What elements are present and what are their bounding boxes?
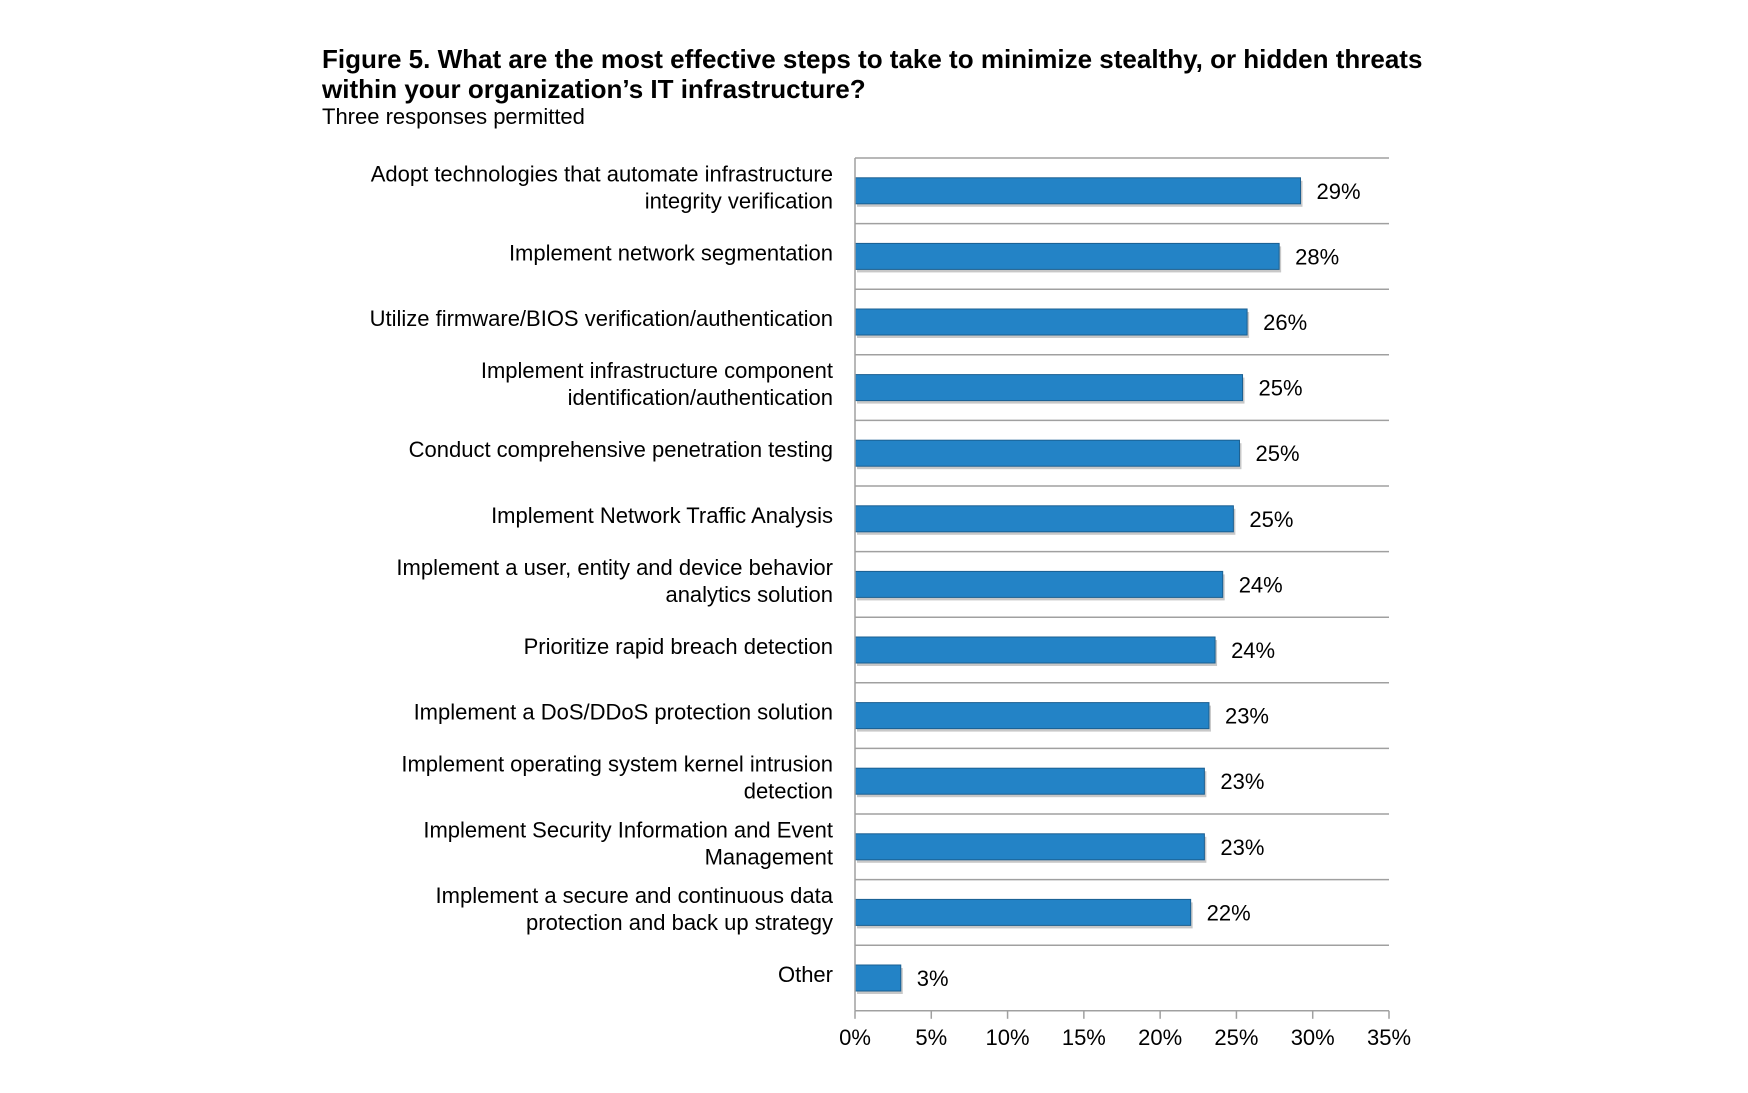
x-tick-label: 10% — [986, 1025, 1030, 1050]
bar — [854, 767, 1205, 795]
x-tick-label: 0% — [839, 1025, 871, 1050]
category-label: Implement infrastructure component identi… — [481, 358, 833, 410]
x-tick-label: 35% — [1367, 1025, 1411, 1050]
value-label: 23% — [1220, 769, 1264, 794]
value-label: 29% — [1317, 179, 1361, 204]
bar — [854, 702, 1210, 730]
value-label: 26% — [1263, 310, 1307, 335]
value-label: 22% — [1207, 900, 1251, 925]
value-label: 3% — [917, 966, 949, 991]
value-label: 24% — [1239, 572, 1283, 597]
value-label: 23% — [1225, 704, 1269, 729]
value-labels: 29% 28% 26% 25% 25% 25% 24% 24% 23% 23% 23% 22% 3% — [917, 179, 1361, 991]
chart-subtitle: Three responses permitted — [322, 104, 585, 129]
bar — [854, 833, 1205, 861]
x-tick-label: 30% — [1291, 1025, 1335, 1050]
category-label: Prioritize rapid breach detection — [524, 634, 833, 659]
bar — [854, 505, 1234, 533]
x-tick-label: 20% — [1138, 1025, 1182, 1050]
bar — [854, 570, 1224, 598]
bar — [854, 964, 902, 992]
bar — [854, 374, 1244, 402]
x-tick-label: 25% — [1214, 1025, 1258, 1050]
value-label: 25% — [1259, 376, 1303, 401]
category-label: Implement network segmentation — [509, 240, 833, 265]
value-label: 25% — [1249, 507, 1293, 532]
value-label: 24% — [1231, 638, 1275, 663]
bar — [854, 636, 1216, 664]
value-label: 28% — [1295, 244, 1339, 269]
bar — [854, 439, 1240, 467]
category-label: Conduct comprehensive penetration testin… — [409, 437, 833, 462]
bars — [854, 177, 1303, 994]
category-label: Implement Network Traffic Analysis — [491, 503, 833, 528]
value-label: 23% — [1220, 835, 1264, 860]
category-label: Adopt technologies that automate infrast… — [371, 161, 833, 213]
category-label: Utilize firmware/BIOS verification/authe… — [370, 306, 833, 331]
x-tick-label: 5% — [915, 1025, 947, 1050]
chart-title: Figure 5. What are the most effective st… — [322, 44, 1423, 104]
bar — [854, 898, 1192, 926]
category-label: Implement operating system kernel intrus… — [401, 752, 833, 804]
bar — [854, 242, 1280, 270]
category-labels: Adopt technologies that automate infrast… — [370, 161, 834, 987]
category-label: Implement Security Information and Event… — [423, 817, 833, 869]
bar — [854, 177, 1302, 205]
category-label: Implement a secure and continuous data pr… — [436, 883, 834, 935]
category-label: Implement a DoS/DDoS protection solution — [414, 700, 833, 725]
x-axis: 0% 5% 10% 15% 20% 25% 30% 35% — [839, 158, 1411, 1050]
bar — [854, 308, 1248, 336]
x-tick-label: 15% — [1062, 1025, 1106, 1050]
category-label: Implement a user, entity and device beha… — [396, 555, 833, 607]
value-label: 25% — [1255, 441, 1299, 466]
gridlines — [855, 157, 1389, 1012]
category-label: Other — [778, 962, 833, 987]
